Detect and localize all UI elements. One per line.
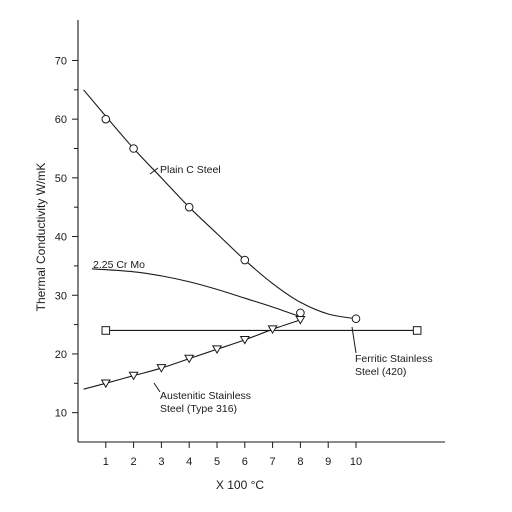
marker-austenitic-stainless-steel-type-316-7 [295,316,306,325]
axes: 1 2 3 4 5 6 7 8 9 10 10 20 30 40 50 60 70 [55,20,445,468]
x-tick-label-7: 7 [270,456,276,468]
marker-plain-c-steel-2 [184,202,194,212]
labels: X 100 °C Thermal Conductivity W/mK Plain… [34,163,433,492]
leader-plain-c-steel [149,167,159,175]
y-tick-label-30: 30 [55,290,67,302]
leader-ferritic [351,326,357,354]
x-tick-label-5: 5 [214,456,220,468]
series-line-plain-c-steel [83,89,357,320]
leader-austenitic [153,382,161,393]
x-tick-label-1: 1 [103,456,109,468]
x-tick-label-4: 4 [186,456,192,468]
y-tick-label-40: 40 [55,232,67,244]
annotation-ferritic-line-2: Steel (420) [355,366,406,378]
series-plain-c-steel [83,89,361,324]
series-ferritic-stainless-steel-420 [101,326,422,335]
y-tick-label-20: 20 [55,349,67,361]
marker-plain-c-steel-3 [240,255,250,265]
series-group [83,89,422,393]
marker-austenitic-stainless-steel-type-316-3 [184,354,195,364]
x-tick-label-2: 2 [131,456,137,468]
x-tick-label-10: 10 [350,456,362,468]
x-tick-label-8: 8 [297,456,303,468]
x-tick-label-6: 6 [242,456,248,468]
x-axis-label: X 100 °C [216,478,264,492]
marker-ferritic-stainless-steel-420-1 [412,326,422,335]
annotation-plain-c-steel: Plain C Steel [160,164,221,176]
series-2-25-cr-mo [91,268,298,317]
marker-plain-c-steel-4 [296,308,305,318]
marker-ferritic-stainless-steel-420-0 [101,326,111,335]
marker-plain-c-steel-5 [351,314,361,324]
marker-austenitic-stainless-steel-type-316-0 [100,379,111,389]
marker-austenitic-stainless-steel-type-316-2 [156,364,167,373]
marker-austenitic-stainless-steel-type-316-1 [128,371,139,381]
y-tick-label-60: 60 [55,114,67,126]
marker-plain-c-steel-0 [101,114,111,124]
annotation-austenitic-line-2: Steel (Type 316) [160,403,237,415]
x-tick-label-3: 3 [158,456,164,468]
y-tick-label-10: 10 [55,408,67,420]
annotation-austenitic-line-1: Austenitic Stainless [160,390,251,402]
annotation-ferritic-line-1: Ferritic Stainless [355,353,433,365]
series-austenitic-stainless-steel-type-316 [83,316,306,390]
y-axis-label: Thermal Conductivity W/mK [34,163,48,312]
y-tick-label-50: 50 [55,173,67,185]
marker-austenitic-stainless-steel-type-316-6 [267,325,278,335]
annotation-cr-mo: 2.25 Cr Mo [93,259,145,271]
marker-austenitic-stainless-steel-type-316-5 [239,336,250,345]
x-tick-label-9: 9 [325,456,331,468]
series-line-2-25-cr-mo [91,268,298,317]
marker-plain-c-steel-1 [129,144,138,153]
y-tick-label-70: 70 [55,55,67,67]
marker-austenitic-stainless-steel-type-316-4 [211,345,223,355]
